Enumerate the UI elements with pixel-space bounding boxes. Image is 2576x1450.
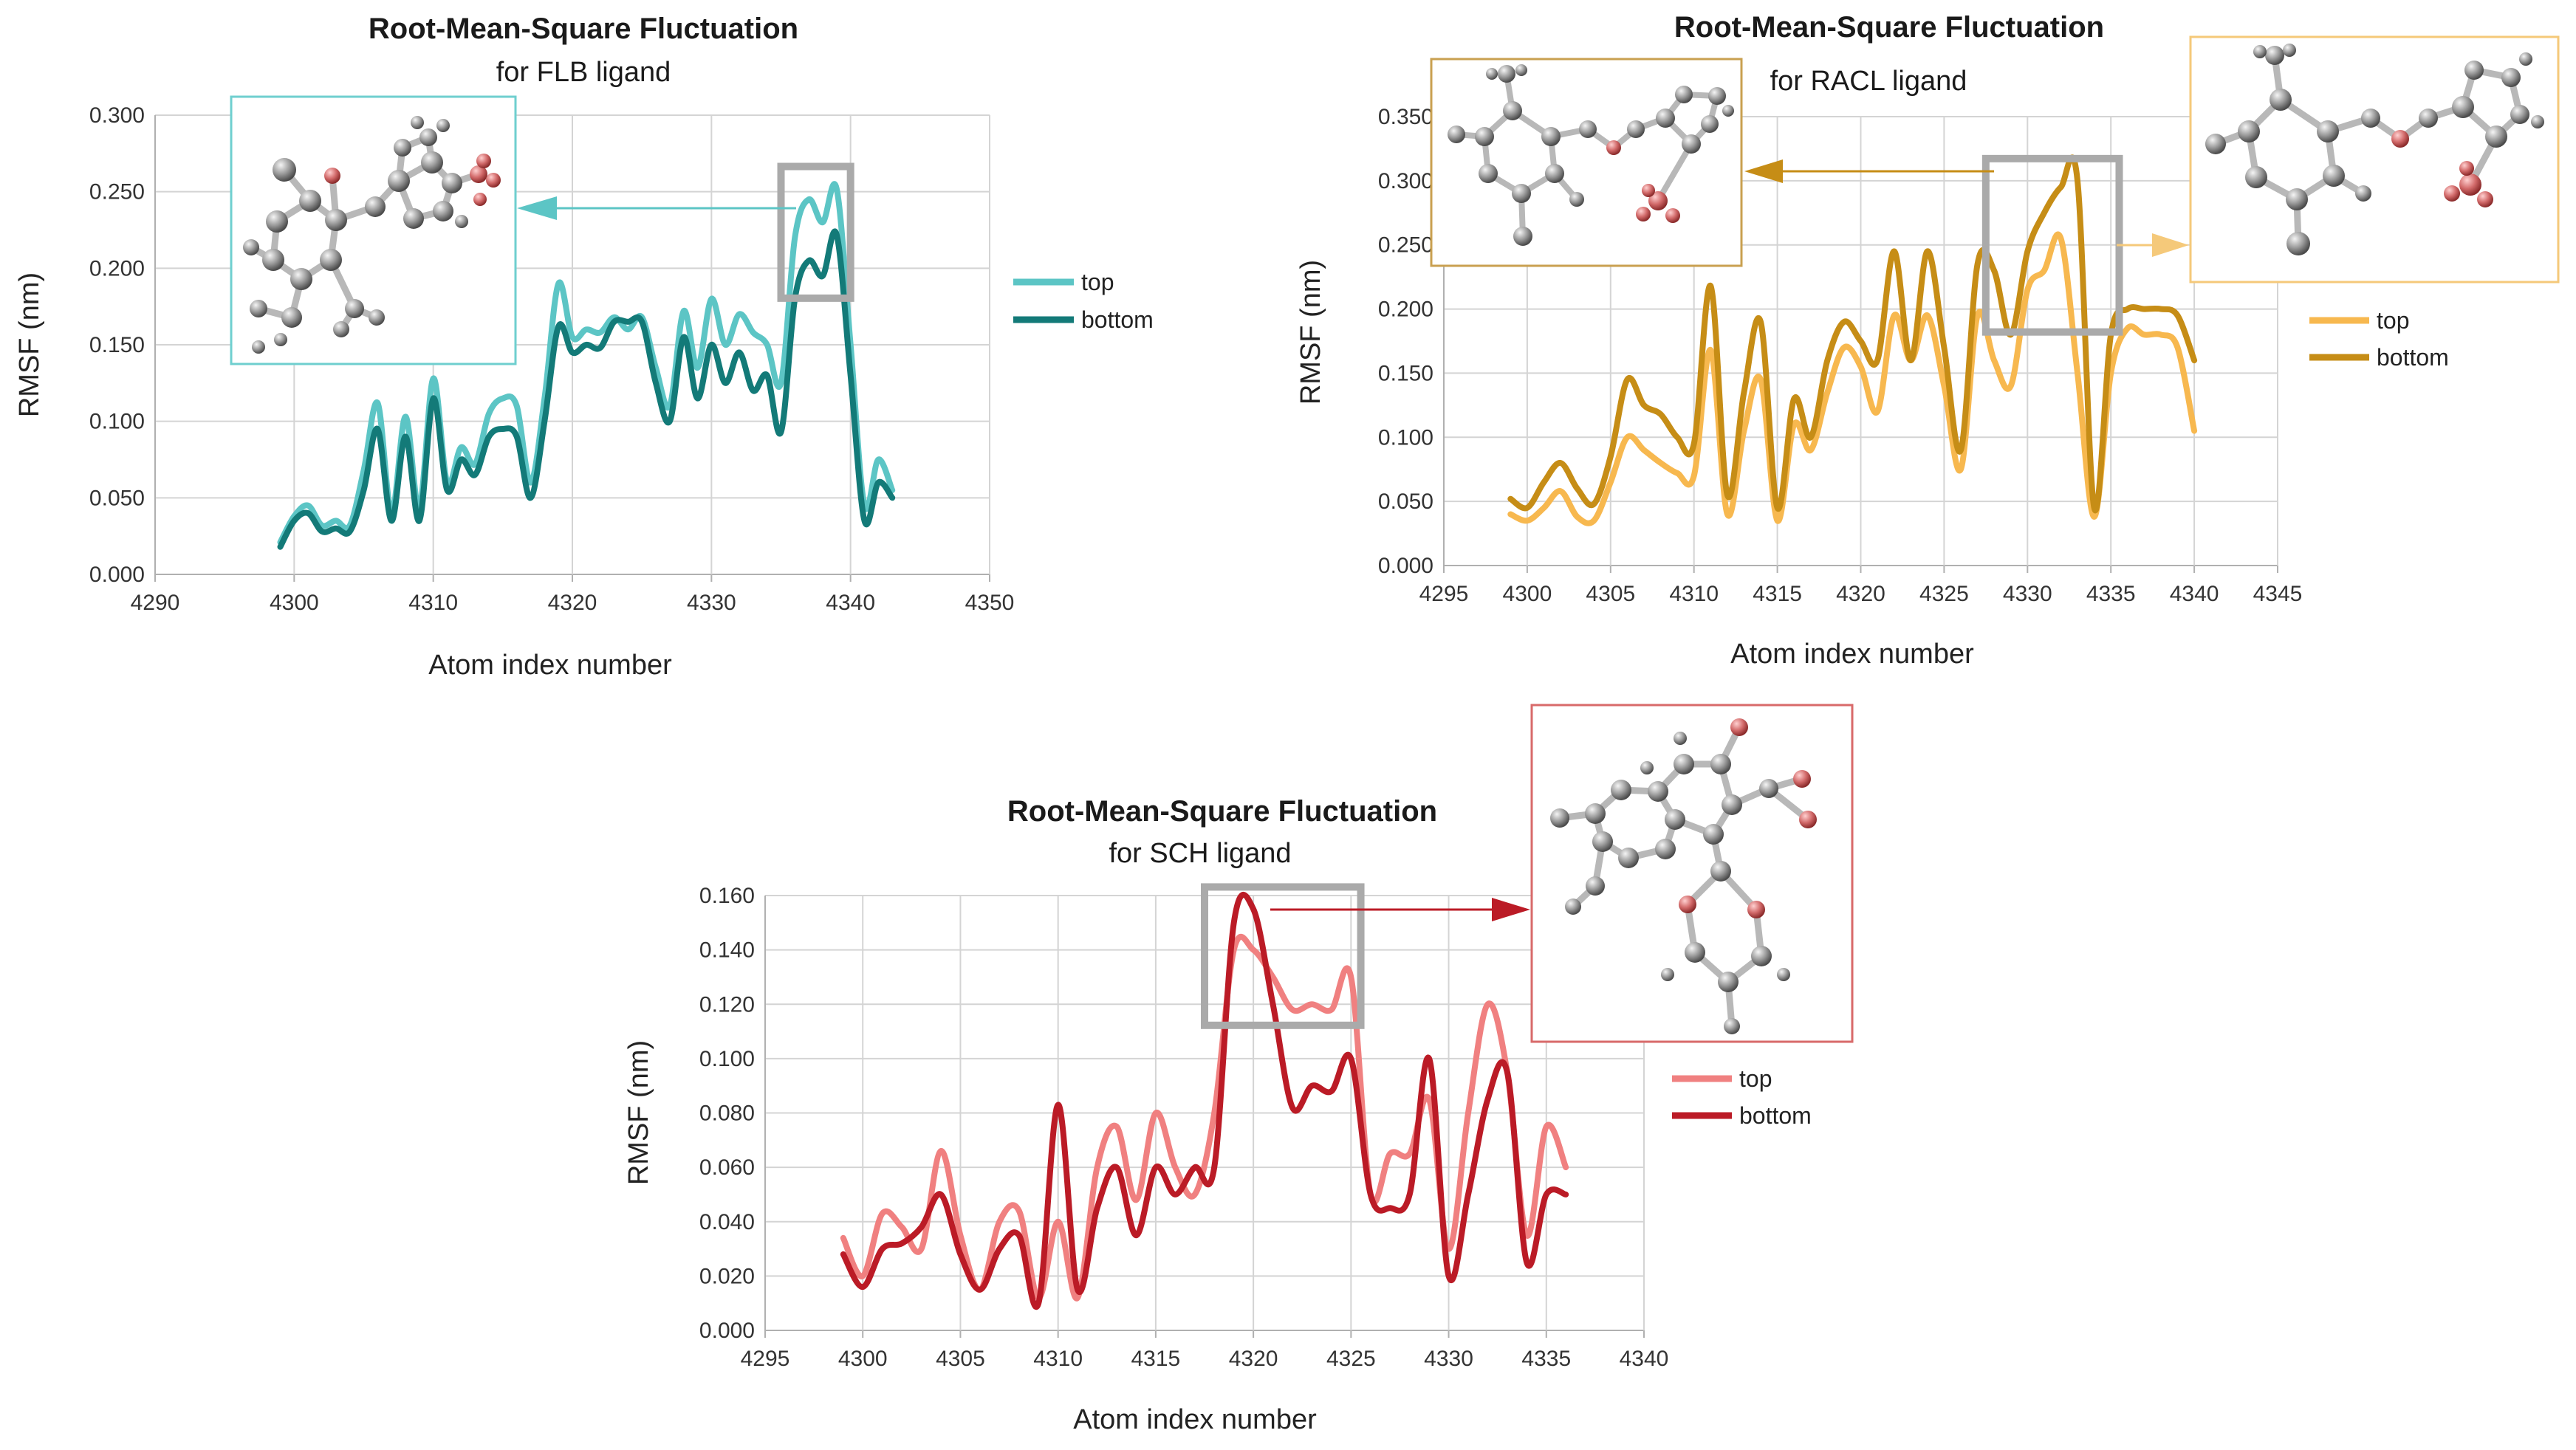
racl-plot-area: 0.000 0.050 0.100 0.150 0.200 0.250 0.300 0.350… bbox=[1378, 105, 2302, 606]
sch-y-tick-label: 0.140 bbox=[699, 938, 755, 963]
racl-x-tick-label: 4320 bbox=[1836, 582, 1885, 606]
racl-x-tick-label: 4300 bbox=[1503, 582, 1552, 606]
sch-x-tick-label: 4330 bbox=[1424, 1347, 1473, 1371]
flb-y-tick-label: 0.000 bbox=[89, 563, 145, 587]
flb-molecule-inset bbox=[230, 95, 517, 365]
racl-x-axis-label: Atom index number bbox=[1730, 639, 1974, 670]
racl-y-axis-label: RMSF (nm) bbox=[1295, 260, 1326, 405]
sch-chart-panel: Root-Mean-Square Fluctuation for SCH lig… bbox=[623, 704, 1854, 1435]
racl-y-tick-label: 0.250 bbox=[1378, 233, 1433, 258]
sch-legend-bottom-label: bottom bbox=[1739, 1102, 1812, 1129]
sch-y-axis-label: RMSF (nm) bbox=[623, 1040, 654, 1185]
racl-y-tick-label: 0.100 bbox=[1378, 425, 1433, 450]
sch-chart-subtitle: for SCH ligand bbox=[1109, 838, 1291, 869]
sch-legend: top bottom bbox=[1672, 1065, 1812, 1129]
flb-y-tick-label: 0.200 bbox=[89, 256, 145, 281]
sch-highlight-box bbox=[1201, 883, 1365, 1029]
sch-y-tick-label: 0.100 bbox=[699, 1047, 755, 1071]
racl-x-tick-label: 4310 bbox=[1669, 582, 1719, 606]
flb-x-tick-label: 4330 bbox=[687, 591, 736, 615]
racl-y-tick-label: 0.300 bbox=[1378, 169, 1433, 193]
flb-zoom-arrow bbox=[517, 196, 796, 220]
racl-x-tick-label: 4305 bbox=[1586, 582, 1635, 606]
racl-series-bottom-line bbox=[1507, 154, 2198, 514]
racl-chart-title: Root-Mean-Square Fluctuation bbox=[1674, 11, 2104, 44]
racl-x-tick-label: 4325 bbox=[1919, 582, 1969, 606]
racl-zoom-arrows bbox=[1744, 159, 2189, 257]
racl-x-tick-label: 4315 bbox=[1753, 582, 1802, 606]
flb-x-tick-label: 4340 bbox=[826, 591, 875, 615]
sch-y-tick-label: 0.040 bbox=[699, 1210, 755, 1234]
flb-y-tick-label: 0.250 bbox=[89, 180, 145, 205]
flb-x-tick-label: 4350 bbox=[965, 591, 1015, 615]
sch-y-tick-label: 0.000 bbox=[699, 1319, 755, 1343]
sch-x-tick-label: 4300 bbox=[838, 1347, 888, 1371]
racl-y-tick-label: 0.150 bbox=[1378, 361, 1433, 385]
flb-legend: top bottom bbox=[1013, 269, 1154, 333]
sch-x-tick-label: 4295 bbox=[741, 1347, 790, 1371]
flb-x-tick-label: 4310 bbox=[408, 591, 458, 615]
flb-x-tick-label: 4300 bbox=[270, 591, 319, 615]
racl-x-tick-label: 4345 bbox=[2253, 582, 2303, 606]
flb-x-tick-label: 4320 bbox=[548, 591, 597, 615]
flb-chart-panel: Root-Mean-Square Fluctuation for FLB lig… bbox=[14, 13, 1154, 681]
racl-y-tick-label: 0.050 bbox=[1378, 489, 1433, 514]
flb-y-tick-label: 0.300 bbox=[89, 103, 145, 128]
flb-y-tick-label: 0.150 bbox=[89, 333, 145, 357]
racl-molecule-icon-bottom bbox=[1448, 64, 1734, 246]
racl-x-tick-label: 4340 bbox=[2170, 582, 2219, 606]
flb-plot-area: 0.000 0.050 0.100 0.150 0.200 0.250 0.300 4290 4… bbox=[89, 103, 1014, 615]
flb-series-bottom-line bbox=[277, 228, 896, 550]
racl-molecule-inset-top bbox=[2189, 35, 2560, 284]
sch-legend-top-label: top bbox=[1739, 1065, 1772, 1092]
racl-x-tick-label: 4330 bbox=[2003, 582, 2052, 606]
racl-molecule-inset-bottom bbox=[1430, 58, 1743, 267]
sch-x-tick-label: 4310 bbox=[1033, 1347, 1083, 1371]
racl-x-tick-label: 4335 bbox=[2086, 582, 2136, 606]
sch-molecule-inset bbox=[1530, 704, 1854, 1043]
sch-x-tick-label: 4320 bbox=[1229, 1347, 1278, 1371]
racl-legend-bottom-label: bottom bbox=[2377, 344, 2449, 371]
flb-molecule-icon bbox=[243, 116, 501, 354]
flb-chart-title: Root-Mean-Square Fluctuation bbox=[369, 13, 798, 45]
flb-chart-subtitle: for FLB ligand bbox=[496, 57, 671, 88]
flb-highlight-box bbox=[777, 162, 854, 302]
sch-y-tick-label: 0.080 bbox=[699, 1102, 755, 1126]
flb-legend-top-label: top bbox=[1081, 269, 1114, 295]
sch-series-bottom-line bbox=[840, 891, 1569, 1310]
flb-y-tick-label: 0.100 bbox=[89, 410, 145, 434]
sch-x-tick-label: 4315 bbox=[1131, 1347, 1181, 1371]
racl-legend: top bottom bbox=[2309, 307, 2449, 371]
sch-y-tick-label: 0.120 bbox=[699, 992, 755, 1017]
sch-molecule-icon bbox=[1550, 718, 1817, 1034]
racl-molecule-icon-top bbox=[2205, 44, 2544, 255]
racl-series-top-line bbox=[1507, 231, 2198, 526]
racl-y-tick-label: 0.350 bbox=[1378, 105, 1433, 129]
racl-y-tick-label: 0.000 bbox=[1378, 554, 1433, 578]
sch-zoom-arrow bbox=[1270, 898, 1530, 921]
racl-chart-subtitle: for RACL ligand bbox=[1770, 66, 1967, 97]
racl-legend-top-label: top bbox=[2377, 307, 2409, 334]
sch-x-tick-label: 4340 bbox=[1620, 1347, 1669, 1371]
racl-chart-panel: Root-Mean-Square Fluctuation for RACL li… bbox=[1295, 11, 2560, 670]
flb-y-axis-label: RMSF (nm) bbox=[14, 272, 45, 417]
sch-plot-area: 0.000 0.020 0.040 0.060 0.080 0.100 0.120 0.140… bbox=[699, 883, 1669, 1371]
sch-x-tick-label: 4305 bbox=[936, 1347, 985, 1371]
sch-x-tick-label: 4325 bbox=[1326, 1347, 1376, 1371]
flb-x-axis-label: Atom index number bbox=[428, 650, 672, 681]
sch-y-tick-label: 0.020 bbox=[699, 1264, 755, 1288]
racl-y-tick-label: 0.200 bbox=[1378, 298, 1433, 322]
sch-y-tick-label: 0.160 bbox=[699, 884, 755, 908]
sch-chart-title: Root-Mean-Square Fluctuation bbox=[1007, 795, 1437, 828]
flb-legend-bottom-label: bottom bbox=[1081, 306, 1154, 333]
sch-y-tick-label: 0.060 bbox=[699, 1155, 755, 1180]
sch-x-tick-label: 4335 bbox=[1521, 1347, 1571, 1371]
racl-x-tick-label: 4295 bbox=[1419, 582, 1469, 606]
flb-y-tick-label: 0.050 bbox=[89, 486, 145, 510]
sch-x-axis-label: Atom index number bbox=[1073, 1404, 1317, 1435]
flb-x-tick-label: 4290 bbox=[131, 591, 180, 615]
